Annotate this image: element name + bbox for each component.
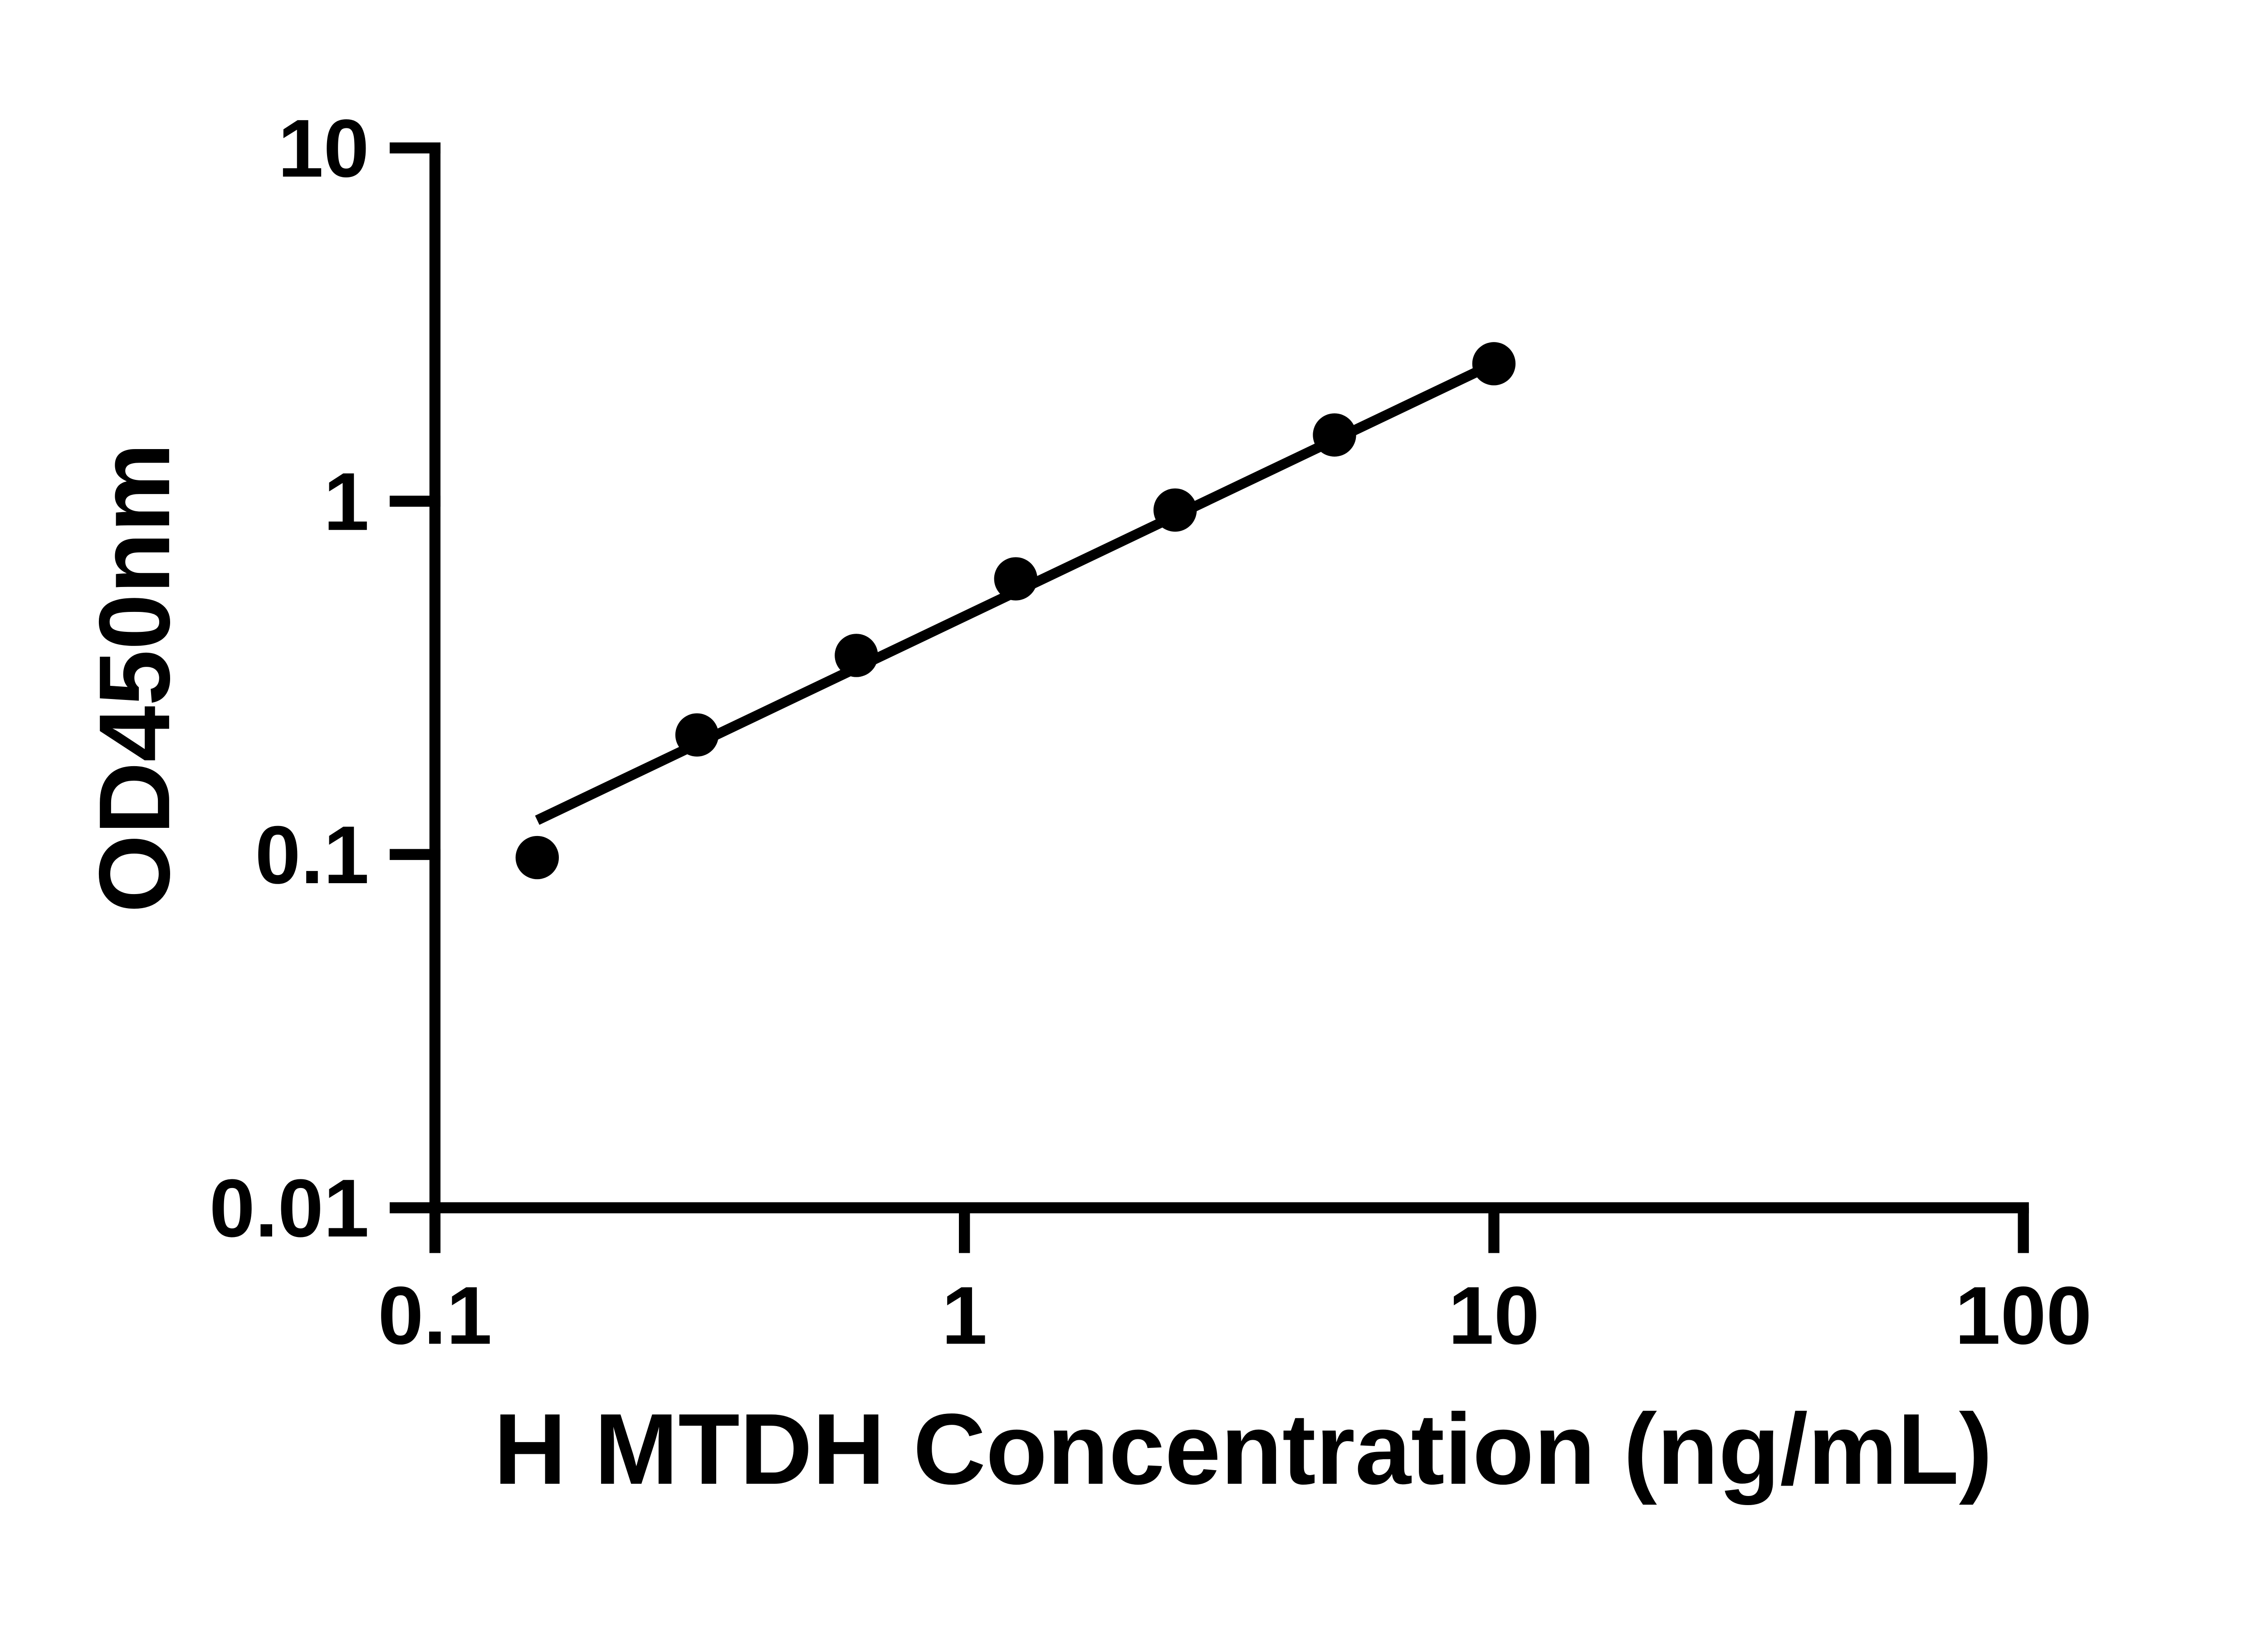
data-point (1472, 342, 1516, 386)
data-point (675, 713, 719, 757)
x-tick-label-100: 100 (1955, 1270, 2092, 1361)
y-tick-label-1: 1 (323, 456, 369, 548)
x-axis-title: H MTDH Concentration (ng/mL) (494, 1393, 1992, 1506)
standard-curve-figure: 10 1 0.1 0.01 0.1 1 10 100 H MTDH Concentration… (78, 103, 2092, 1506)
y-tick-label-10: 10 (278, 103, 369, 194)
data-point (515, 836, 559, 880)
y-tick-label-0.1: 0.1 (255, 809, 369, 901)
data-point (1153, 488, 1197, 532)
data-series (515, 342, 1516, 880)
y-axis-title: OD450nm (78, 443, 191, 913)
data-point (994, 557, 1037, 601)
data-point (1313, 413, 1356, 457)
x-tick-label-0.1: 0.1 (378, 1270, 492, 1361)
x-tick-label-1: 1 (942, 1270, 987, 1361)
y-tick-label-0.01: 0.01 (209, 1163, 369, 1254)
axes (390, 142, 2029, 1253)
x-tick-label-10: 10 (1448, 1270, 1540, 1361)
data-point (835, 634, 878, 677)
